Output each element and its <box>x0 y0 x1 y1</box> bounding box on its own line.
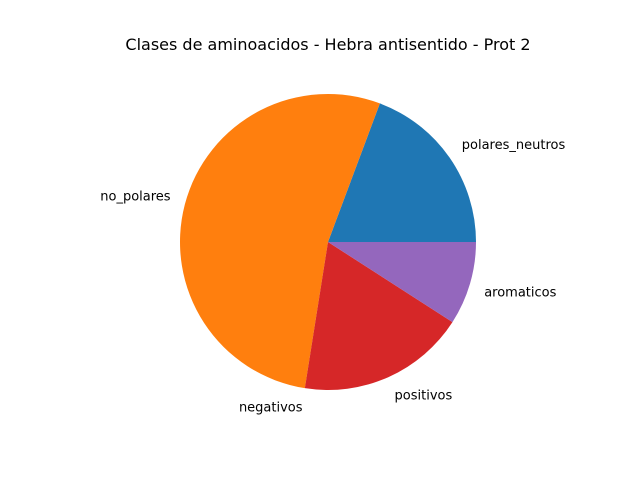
pie-label-polares-neutros: polares_neutros <box>462 138 566 153</box>
pie-label-negativos: negativos <box>239 401 303 416</box>
chart-title: Clases de aminoacidos - Hebra antisentid… <box>125 35 530 54</box>
pie-labels: polares_neutros no_polares negativos positi… <box>100 138 565 415</box>
pie-slice-aromaticos <box>328 242 476 323</box>
pie-slices <box>180 94 477 390</box>
pie-label-aromaticos: aromaticos <box>484 286 556 301</box>
pie-slice-polares-neutros <box>328 103 477 242</box>
pie-label-no-polares: no_polares <box>100 190 171 205</box>
pie-slice-no-polares <box>180 94 380 389</box>
pie-slice-positivos <box>304 242 453 390</box>
pie-label-positivos: positivos <box>395 388 453 403</box>
